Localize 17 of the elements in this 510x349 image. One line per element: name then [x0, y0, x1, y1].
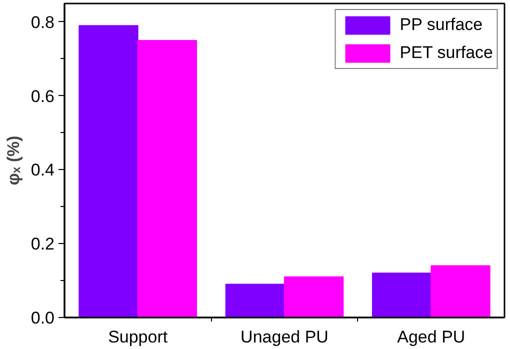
legend-label: PP surface — [400, 15, 483, 35]
bar — [78, 25, 138, 318]
bar — [137, 40, 197, 318]
y-tick-label: 0.2 — [30, 234, 55, 254]
bar — [225, 284, 285, 318]
y-tick-label: 0.0 — [30, 308, 55, 328]
bar — [284, 276, 344, 318]
bar — [372, 272, 432, 318]
x-tick-label: Aged PU — [397, 328, 466, 346]
legend-label: PET surface — [400, 43, 493, 63]
x-tick-label: Support — [108, 328, 168, 346]
y-tick-label: 0.4 — [30, 160, 55, 180]
x-tick-label: Unaged PU — [240, 328, 328, 346]
y-axis-title: φₓ (%) — [4, 136, 23, 186]
y-tick-label: 0.8 — [30, 12, 55, 32]
y-tick-label: 0.6 — [30, 86, 55, 106]
bar — [430, 265, 490, 318]
